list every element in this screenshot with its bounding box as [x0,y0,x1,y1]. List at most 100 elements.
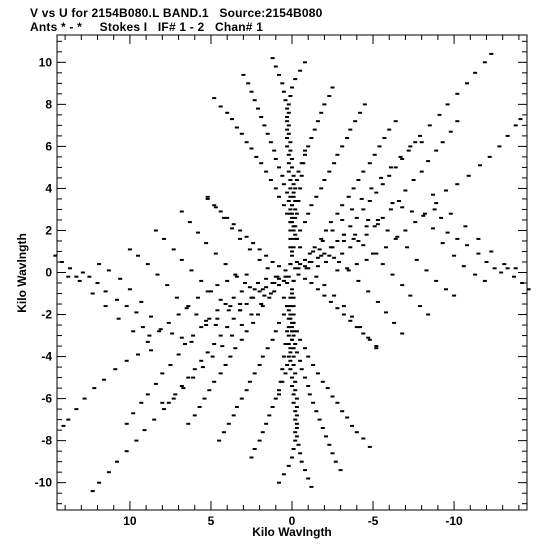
uv-point [367,162,372,165]
uv-point [127,288,132,291]
uv-point [288,237,293,240]
uv-point [473,273,478,276]
uv-point [380,216,385,219]
uv-point [139,401,144,404]
uv-point [314,275,319,278]
uv-point [115,298,119,301]
uv-point [212,380,217,383]
uv-point [306,212,311,215]
uv-point [337,261,341,263]
uv-point [291,229,296,232]
uv-point [226,422,231,425]
uv-point [314,410,319,413]
uv-point [267,414,272,417]
uv-point [230,118,234,121]
uv-point [239,324,244,326]
uv-point [215,284,220,287]
uv-point [359,197,364,200]
uv-point [324,261,328,263]
uv-point [286,200,291,202]
uv-point [327,170,332,173]
uv-point [335,240,340,242]
uv-point [315,265,320,268]
uv-point [283,269,288,272]
uv-point [291,195,296,198]
uv-point [520,282,525,284]
x-axis-label: Kilo Wavlngth [252,525,332,539]
uv-point [324,435,328,438]
uv-point [265,132,270,135]
uv-point [512,275,516,278]
uv-point [487,155,492,158]
uv-point [285,364,290,366]
uv-point [361,208,366,211]
uv-point [312,128,317,131]
uv-point [340,204,345,207]
uv-point [286,153,291,156]
uv-point [303,258,307,261]
uv-point [199,359,204,362]
uv-point [291,313,296,316]
uv-point [234,126,239,129]
uv-point [307,393,312,396]
uv-point [340,410,345,413]
uv-point [115,460,119,463]
uv-point [345,137,350,139]
uv-point [315,256,320,259]
uv-point [309,204,314,207]
uv-point [262,124,267,127]
uv-point [244,235,249,238]
uv-point [350,424,354,427]
uv-point [283,99,288,102]
uv-point [393,237,398,240]
uv-point [252,288,257,291]
uv-point [299,460,304,463]
uv-point [294,397,299,400]
uv-point [157,330,162,333]
uv-point [387,174,392,177]
uv-point [225,216,230,219]
uv-point [354,263,359,266]
uv-point [374,347,379,350]
uv-point [179,336,184,339]
uv-point [264,254,269,257]
uv-point [281,473,286,476]
uv-point [97,263,102,266]
uv-point [414,258,419,261]
uv-point [244,303,249,305]
uv-point [293,216,298,219]
uv-point [264,277,269,280]
uv-point [259,162,264,165]
uv-point [374,191,379,194]
uv-point [320,380,325,383]
uv-point [288,95,293,97]
uv-point [290,204,294,207]
uv-point [196,296,200,299]
uv-point [139,300,144,303]
uv-point [489,52,494,55]
x-tick-label: 5 [208,514,215,528]
uv-point [293,372,298,375]
uv-point [372,153,377,156]
uv-point [455,120,460,123]
uv-point [90,292,95,295]
uv-point [403,189,408,192]
tick-marks [57,35,527,510]
uv-point [288,305,293,308]
uv-point [277,73,281,76]
uv-point [103,290,108,293]
chart-title: V vs U for 2154B080.L BAND.1 Source:2154… [30,6,323,20]
uv-point [288,141,293,144]
uv-point [187,221,192,224]
uv-point [272,290,277,293]
uv-point [322,252,327,255]
uv-point [364,225,369,228]
uv-point [432,208,437,211]
uv-point [145,340,150,343]
uv-point [244,273,249,276]
uv-point [162,408,166,411]
uv-point [291,191,296,194]
uv-point [290,250,294,253]
uv-point [288,229,293,232]
uv-point [333,460,338,463]
